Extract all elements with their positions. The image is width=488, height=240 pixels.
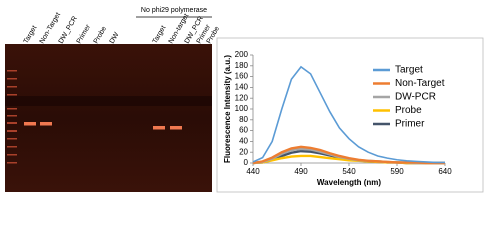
legend-label: Probe	[395, 105, 422, 116]
lane-label: Primer	[76, 23, 93, 45]
x-tick-label: 590	[390, 167, 404, 176]
lane-label: Target	[152, 25, 168, 45]
legend-label: Target	[395, 65, 423, 76]
figure: No phi29 polymerase Target Non-TargetDW_P…	[5, 7, 484, 193]
y-tick-label: 160	[235, 72, 249, 81]
lane-label: DW	[109, 31, 121, 45]
x-tick-label: 490	[294, 167, 308, 176]
x-tick-label: 540	[342, 167, 356, 176]
y-tick-label: 40	[239, 137, 248, 146]
lane-label: Target	[23, 25, 39, 45]
x-tick-label: 640	[438, 167, 452, 176]
series-line	[252, 65, 445, 164]
gel-image	[5, 44, 212, 192]
y-tick-label: 100	[235, 104, 249, 113]
y-tick-label: 180	[235, 61, 249, 70]
series-line	[252, 145, 445, 165]
legend-label: Primer	[395, 119, 425, 130]
y-tick-label: 60	[239, 126, 248, 135]
y-tick-label: 80	[239, 115, 248, 124]
legend-label: Non-Target	[395, 78, 445, 89]
group-label: No phi29 polymerase	[141, 7, 207, 14]
chart-frame	[216, 37, 484, 193]
legend-label: DW-PCR	[395, 92, 436, 103]
x-axis-label: Wavelength (nm)	[317, 178, 381, 187]
y-tick-label: 200	[235, 50, 249, 59]
y-tick-label: 140	[235, 83, 249, 92]
y-tick-label: 120	[235, 93, 249, 102]
y-tick-label: 20	[239, 147, 248, 156]
y-tick-label: 0	[244, 158, 249, 167]
x-tick-label: 440	[246, 167, 260, 176]
y-axis-label: Fluorescence Intensity (a.u.)	[223, 55, 232, 163]
lane-label: Probe	[93, 25, 108, 45]
